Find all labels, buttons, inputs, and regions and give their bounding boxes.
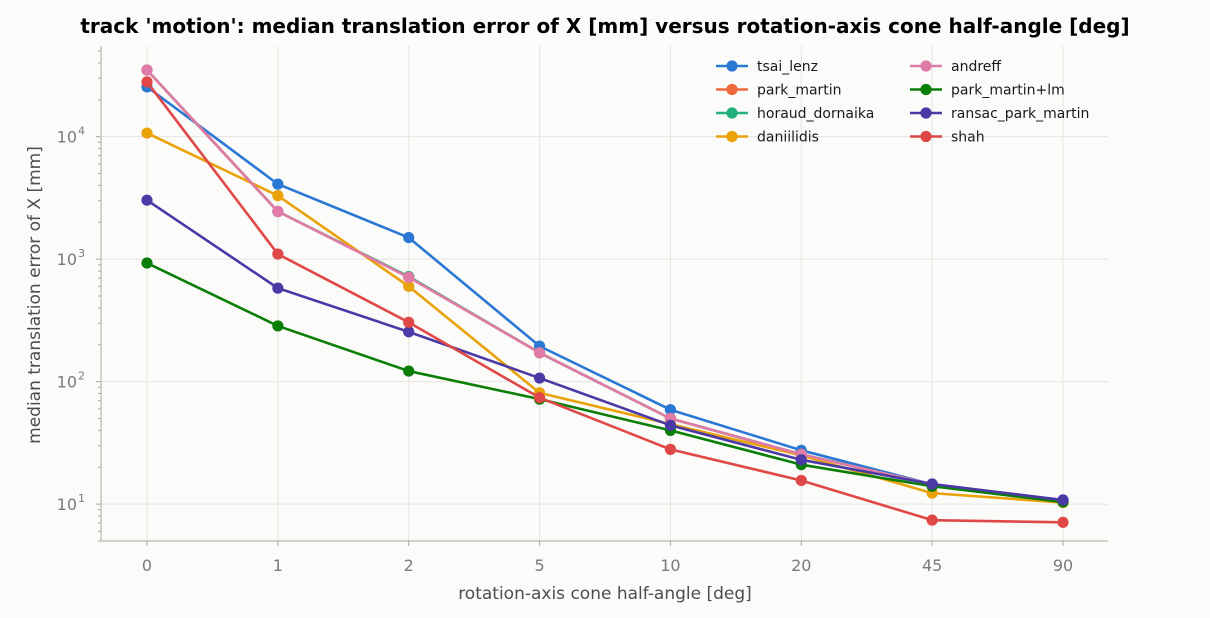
legend-item: shah bbox=[910, 130, 985, 146]
legend-swatch-marker bbox=[726, 60, 738, 72]
data-point bbox=[403, 280, 415, 292]
legend-swatch-marker bbox=[920, 107, 932, 119]
y-axis-label: median translation error of X [mm] bbox=[25, 146, 45, 444]
legend-label: daniilidis bbox=[757, 130, 819, 146]
data-point bbox=[926, 514, 938, 526]
data-point bbox=[141, 127, 153, 139]
legend-swatch-marker bbox=[920, 130, 932, 143]
legend-label: park_martin bbox=[757, 83, 842, 99]
series-shah bbox=[141, 76, 1069, 528]
data-point bbox=[1057, 516, 1069, 528]
y-tick-label: 10 bbox=[57, 373, 77, 392]
legend: tsai_lenz park_martin horaud_dornaikadanii… bbox=[716, 59, 1089, 146]
legend-item: park_martin bbox=[716, 83, 842, 99]
data-point bbox=[926, 478, 938, 490]
legend-item: tsai_lenz bbox=[716, 59, 818, 75]
legend-label: shah bbox=[951, 130, 985, 146]
grid bbox=[101, 46, 1108, 541]
chart-title: track 'motion': median translation error… bbox=[80, 14, 1129, 38]
x-tick-label: 0 bbox=[142, 556, 152, 575]
x-tick-label: 1 bbox=[273, 556, 283, 575]
x-tick-label: 2 bbox=[404, 556, 414, 575]
data-point bbox=[1057, 494, 1069, 506]
legend-label: tsai_lenz bbox=[757, 59, 818, 75]
data-point bbox=[403, 271, 415, 283]
y-tick-label: 10 bbox=[57, 495, 77, 514]
data-point bbox=[795, 454, 807, 466]
data-point bbox=[272, 248, 284, 260]
series-line bbox=[146, 199, 1064, 502]
data-point bbox=[403, 316, 415, 328]
series-line bbox=[145, 81, 1064, 524]
data-point bbox=[403, 326, 415, 338]
y-tick-exponent: 2 bbox=[78, 370, 85, 383]
series-line bbox=[146, 85, 1064, 502]
legend-item: daniilidis bbox=[716, 130, 819, 146]
y-tick-exponent: 3 bbox=[78, 247, 85, 260]
y-tick-label: 10 bbox=[57, 128, 77, 147]
y-tick-exponent: 4 bbox=[78, 125, 85, 138]
legend-item: horaud_dornaika bbox=[716, 106, 874, 122]
legend-label: horaud_dornaika bbox=[757, 106, 874, 122]
y-tick-label: 10 bbox=[57, 250, 77, 269]
legend-swatch-marker bbox=[726, 107, 738, 119]
legend-swatch-marker bbox=[920, 60, 932, 72]
data-point bbox=[403, 365, 415, 377]
data-point bbox=[664, 419, 677, 431]
data-point bbox=[141, 194, 153, 206]
x-tick-label: 10 bbox=[660, 556, 680, 575]
series-line bbox=[146, 261, 1064, 504]
x-axis-label: rotation-axis cone half-angle [deg] bbox=[458, 584, 752, 604]
data-point bbox=[141, 76, 153, 88]
series-park_martin+lm bbox=[141, 257, 1069, 508]
legend-item: ransac_park_martin bbox=[910, 106, 1089, 122]
data-point bbox=[533, 372, 546, 384]
legend-label: ransac_park_martin bbox=[951, 106, 1089, 122]
x-tick-label: 20 bbox=[791, 556, 811, 575]
data-point bbox=[141, 64, 153, 76]
data-point bbox=[533, 392, 546, 404]
legend-swatch-marker bbox=[920, 83, 932, 96]
data-point bbox=[272, 178, 284, 190]
data-point bbox=[403, 231, 415, 244]
legend-item: andreff bbox=[910, 59, 1001, 75]
data-point bbox=[272, 320, 284, 332]
data-point bbox=[795, 474, 807, 487]
data-point bbox=[272, 190, 284, 202]
legend-label: park_martin+lm bbox=[951, 83, 1065, 99]
y-tick-exponent: 1 bbox=[78, 492, 85, 505]
data-point bbox=[272, 282, 284, 294]
series-ransac_park_martin bbox=[141, 194, 1069, 506]
data-point bbox=[533, 347, 546, 359]
legend-label: andreff bbox=[951, 59, 1001, 75]
legend-swatch-marker bbox=[726, 130, 738, 143]
data-point bbox=[664, 443, 677, 455]
data-point bbox=[141, 257, 153, 269]
series-tsai_lenz bbox=[141, 81, 1069, 506]
series-layer bbox=[141, 64, 1069, 528]
x-tick-label: 90 bbox=[1053, 556, 1073, 575]
data-point bbox=[272, 205, 284, 218]
legend-swatch-marker bbox=[726, 83, 738, 96]
legend-item: park_martin+lm bbox=[910, 83, 1065, 99]
series-line bbox=[146, 131, 1064, 504]
data-point bbox=[664, 404, 677, 416]
x-tick-label: 45 bbox=[922, 556, 942, 575]
x-tick-label: 5 bbox=[534, 556, 544, 575]
